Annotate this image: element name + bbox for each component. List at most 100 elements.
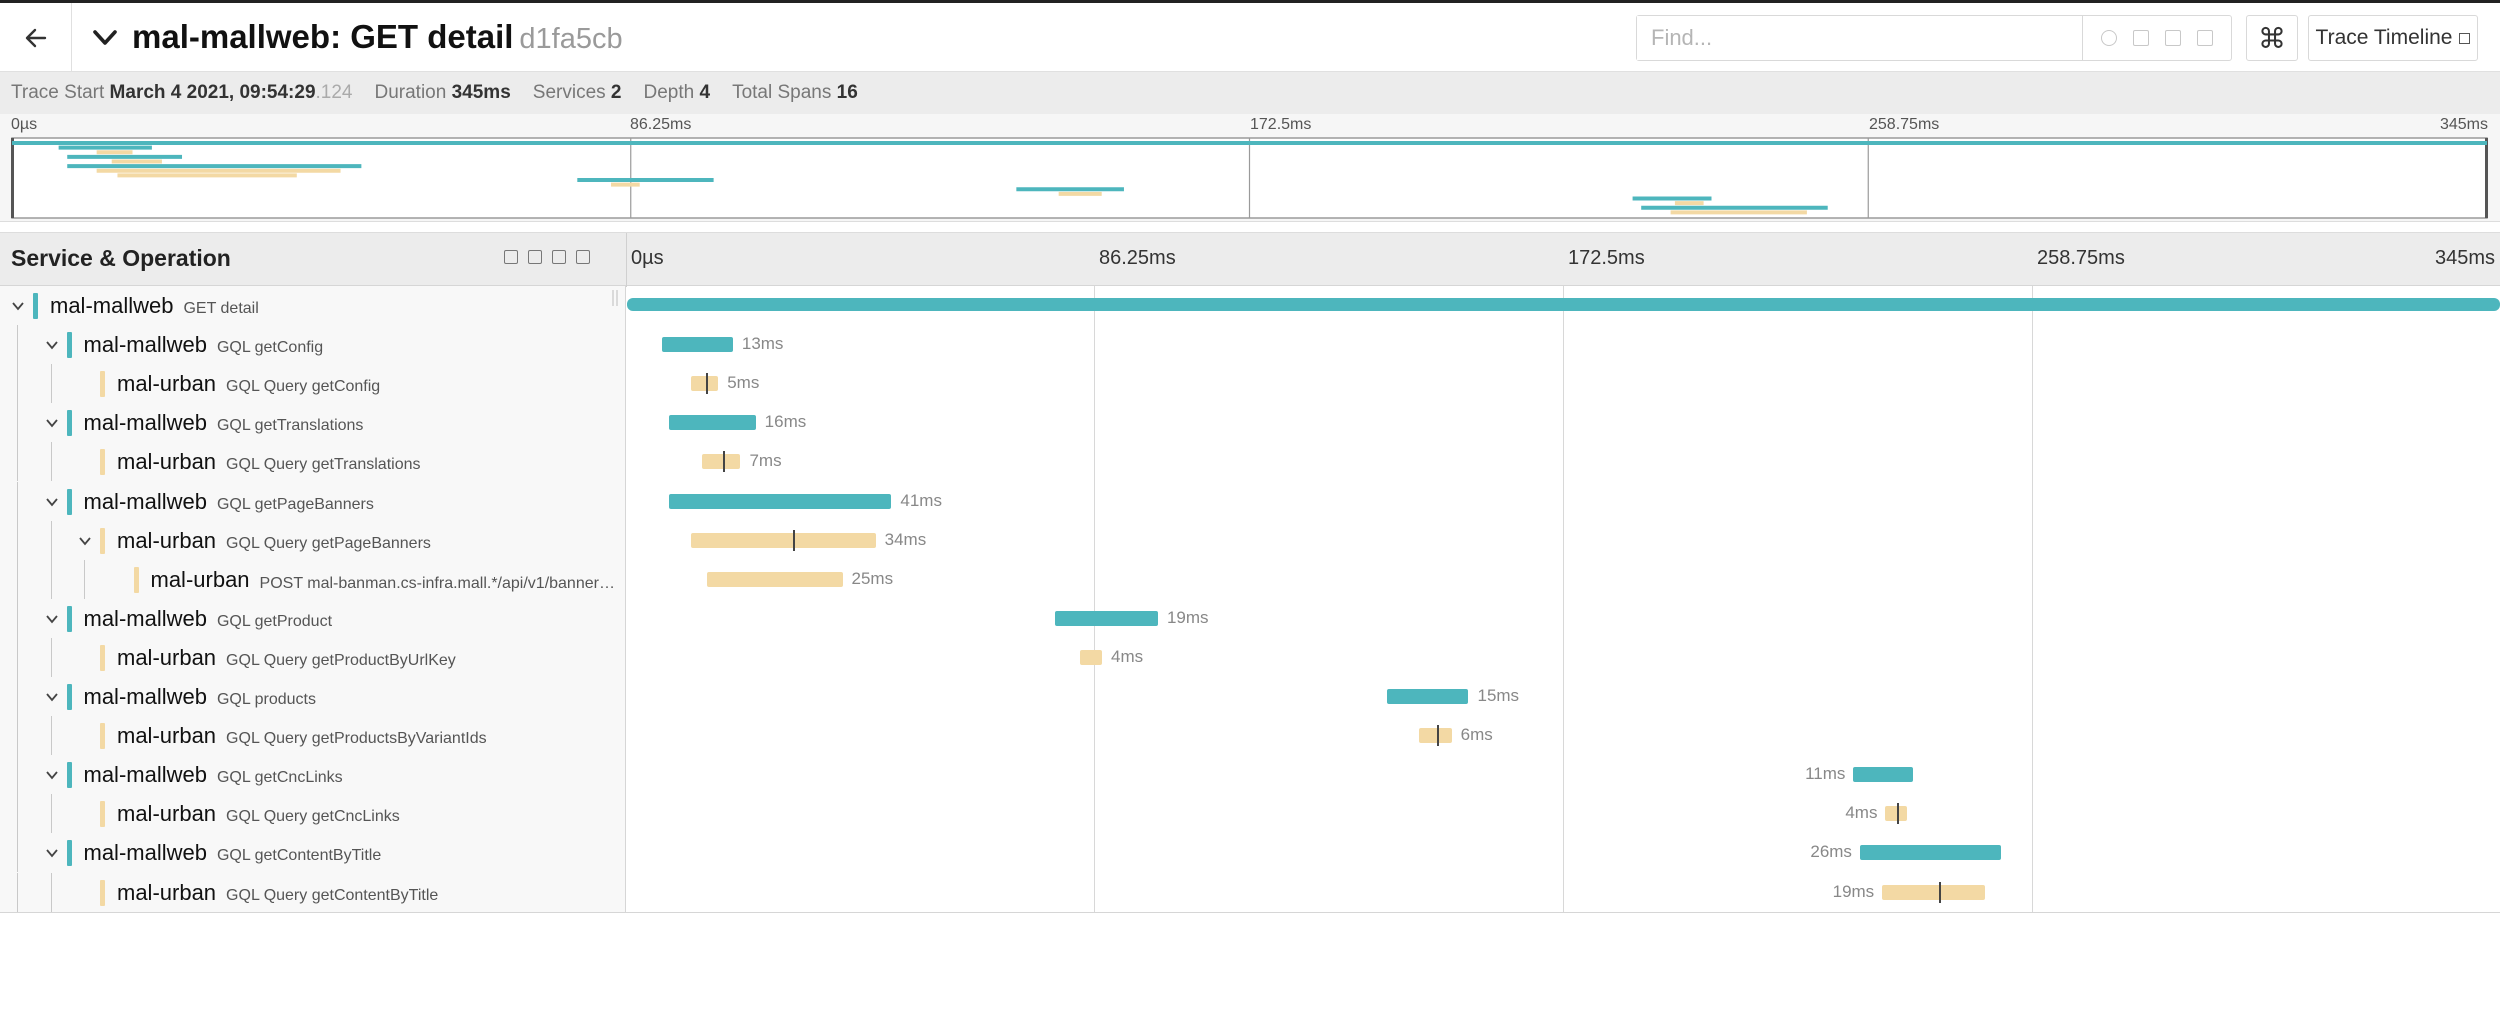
span-name[interactable]: mal-urban POST mal-banman.cs-infra.mall.*… xyxy=(151,567,620,593)
chevron-down-icon[interactable] xyxy=(44,494,60,510)
span-bar[interactable] xyxy=(1853,767,1914,783)
indent-guide xyxy=(17,364,18,404)
span-row[interactable]: mal-mallweb GQL getPageBanners xyxy=(0,481,626,521)
service-color-marker xyxy=(33,293,38,319)
collapse-one-icon[interactable] xyxy=(528,250,542,264)
find-input[interactable] xyxy=(1637,16,2083,60)
span-row[interactable]: mal-urban GQL Query getPageBanners xyxy=(0,520,626,560)
chevron-down-icon[interactable] xyxy=(44,415,60,431)
expand-all-icon[interactable] xyxy=(576,250,590,264)
chevron-down-icon[interactable] xyxy=(44,767,60,783)
locate-icon[interactable] xyxy=(2101,30,2117,46)
span-row[interactable]: mal-urban GQL Query getProductByUrlKey xyxy=(0,637,626,677)
span-name[interactable]: mal-mallweb GQL getTranslations xyxy=(84,410,364,436)
operation-name: GQL getProduct xyxy=(216,612,333,630)
span-duration-label: 41ms xyxy=(900,490,942,510)
span-row[interactable]: mal-urban POST mal-banman.cs-infra.mall.*… xyxy=(0,559,626,599)
chevron-down-icon[interactable] xyxy=(10,298,26,314)
trace-summary: Trace Start March 4 2021, 09:54:29.124 D… xyxy=(0,72,2500,114)
span-name[interactable]: mal-urban GQL Query getPageBanners xyxy=(117,528,431,554)
keyboard-shortcuts-button[interactable]: ⌘ xyxy=(2246,15,2298,61)
span-row[interactable]: mal-mallweb GQL products xyxy=(0,677,626,716)
clear-search-icon[interactable] xyxy=(2197,30,2213,46)
span-bar[interactable] xyxy=(662,337,733,353)
span-row[interactable]: mal-urban GQL Query getConfig xyxy=(0,364,626,404)
span-name[interactable]: mal-urban GQL Query getProductByUrlKey xyxy=(117,645,456,671)
span-bar[interactable] xyxy=(1419,728,1452,744)
span-name[interactable]: mal-mallweb GQL getPageBanners xyxy=(84,489,374,515)
span-row[interactable]: mal-mallweb GQL getConfig xyxy=(0,325,626,365)
span-log-marker[interactable] xyxy=(1437,725,1439,747)
service-color-marker xyxy=(100,801,105,828)
span-bar[interactable] xyxy=(691,376,719,392)
span-log-marker[interactable] xyxy=(705,373,708,395)
prev-match-icon[interactable] xyxy=(2133,30,2149,46)
span-bar[interactable] xyxy=(1387,689,1469,704)
span-row[interactable]: mal-urban GQL Query getProductsByVariantI… xyxy=(0,716,626,756)
span-bar[interactable] xyxy=(1882,884,1986,900)
span-name[interactable]: mal-mallweb GQL getConfig xyxy=(84,332,324,358)
span-name[interactable]: mal-urban GQL Query getConfig xyxy=(117,371,380,397)
trace-minimap[interactable]: 0µs 86.25ms 172.5ms 258.75ms 345ms xyxy=(0,114,2500,222)
span-row[interactable]: mal-urban GQL Query getTranslations xyxy=(0,442,626,482)
column-resizer-icon[interactable] xyxy=(612,286,618,310)
chevron-down-icon[interactable] xyxy=(44,611,60,627)
span-bar[interactable] xyxy=(668,493,892,509)
view-selector-button[interactable]: Trace Timeline xyxy=(2308,15,2478,61)
span-row[interactable]: mal-urban GQL Query getContentByTitle xyxy=(0,872,626,912)
span-name[interactable]: mal-mallweb GQL getProduct xyxy=(84,606,333,632)
span-log-marker[interactable] xyxy=(1897,803,1900,825)
span-name[interactable]: mal-urban GQL Query getCncLinks xyxy=(117,801,400,827)
span-name[interactable]: mal-urban GQL Query getProductsByVariantI… xyxy=(117,723,487,749)
span-log-marker[interactable] xyxy=(792,529,795,551)
operation-name: GQL Query getConfig xyxy=(226,378,381,396)
span-name[interactable]: mal-mallweb GQL products xyxy=(84,684,317,710)
back-button[interactable] xyxy=(0,3,72,72)
chevron-down-icon[interactable] xyxy=(44,845,60,861)
indent-guide xyxy=(50,872,52,912)
span-log-marker[interactable] xyxy=(1938,881,1941,903)
next-match-icon[interactable] xyxy=(2165,30,2181,46)
span-log-marker[interactable] xyxy=(723,451,726,473)
minimap-canvas[interactable] xyxy=(0,136,2500,222)
span-row[interactable]: mal-urban GQL Query getCncLinks xyxy=(0,794,626,834)
span-row[interactable]: mal-mallweb GQL getProduct xyxy=(0,598,626,638)
minimap-left-handle[interactable] xyxy=(11,138,14,218)
operation-name: GQL Query getTranslations xyxy=(226,456,421,474)
chevron-down-icon[interactable] xyxy=(44,689,60,705)
chevron-down-icon[interactable] xyxy=(77,533,93,549)
span-name[interactable]: mal-urban GQL Query getTranslations xyxy=(117,449,421,475)
service-color-marker xyxy=(66,488,72,515)
minimap-span xyxy=(12,141,2487,145)
services-label: Services xyxy=(532,82,606,103)
span-bar[interactable] xyxy=(691,532,876,548)
span-row[interactable]: mal-mallweb GQL getContentByTitle xyxy=(0,833,626,873)
span-bar[interactable] xyxy=(702,454,741,470)
span-bar[interactable] xyxy=(627,298,2500,311)
span-bar[interactable] xyxy=(706,571,843,587)
service-name: mal-urban xyxy=(117,879,217,905)
service-name: mal-urban xyxy=(117,723,217,749)
span-bar[interactable] xyxy=(1054,610,1158,626)
span-bar[interactable] xyxy=(1885,806,1908,822)
span-row[interactable]: mal-mallweb GQL getCncLinks xyxy=(0,755,626,795)
collapse-all-icon[interactable] xyxy=(504,250,518,264)
span-name[interactable]: mal-mallweb GQL getCncLinks xyxy=(84,762,343,788)
timeline-tick-4: 345ms xyxy=(2434,247,2495,269)
span-row[interactable]: mal-mallweb GQL getTranslations xyxy=(0,403,626,443)
span-row[interactable]: mal-mallweb GET detail xyxy=(0,286,626,325)
summary-duration: Duration 345ms xyxy=(375,82,511,104)
service-color-marker xyxy=(66,684,72,710)
span-bar[interactable] xyxy=(1859,845,2002,861)
chevron-down-icon[interactable] xyxy=(90,23,120,53)
span-name[interactable]: mal-mallweb GQL getContentByTitle xyxy=(84,840,382,866)
span-bar[interactable] xyxy=(1080,649,1103,665)
span-bar[interactable] xyxy=(668,415,756,431)
duration-label: Duration xyxy=(374,82,447,103)
expand-one-icon[interactable] xyxy=(552,250,566,264)
minimap-right-handle[interactable] xyxy=(2485,138,2488,218)
service-color-marker xyxy=(66,840,72,867)
chevron-down-icon[interactable] xyxy=(44,337,60,353)
span-name[interactable]: mal-urban GQL Query getContentByTitle xyxy=(117,880,438,906)
span-name[interactable]: mal-mallweb GET detail xyxy=(50,293,259,319)
